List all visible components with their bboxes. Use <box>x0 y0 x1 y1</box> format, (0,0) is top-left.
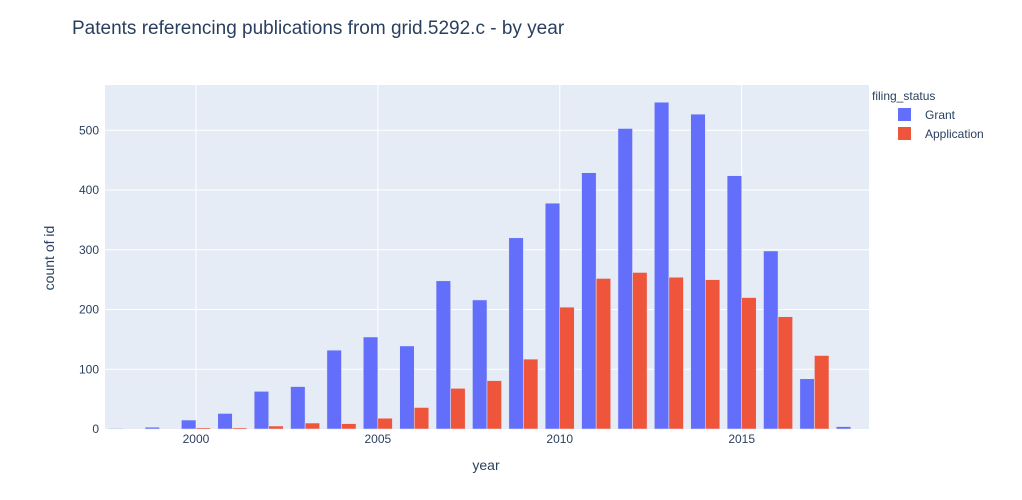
bar-application-2011 <box>595 278 611 430</box>
bar-grant-2009 <box>508 237 524 430</box>
y-tick-label: 400 <box>79 183 99 197</box>
x-tick-label: 2010 <box>546 432 573 446</box>
bar-application-2001 <box>232 427 248 430</box>
bar-application-2009 <box>523 358 539 430</box>
bar-application-2003 <box>304 422 320 430</box>
y-tick-label: 100 <box>79 362 99 376</box>
x-tick-label: 2015 <box>728 432 755 446</box>
y-tick-label: 300 <box>79 243 99 257</box>
bar-application-2005 <box>377 417 393 430</box>
bar-application-2007 <box>450 388 466 430</box>
bar-grant-2007 <box>435 280 451 430</box>
bar-grant-2011 <box>581 172 597 430</box>
bar-application-2010 <box>559 306 575 430</box>
bar-application-2006 <box>413 407 430 430</box>
bar-grant-2001 <box>217 413 233 430</box>
x-tick-labels: 2000 2005 2010 2015 <box>183 432 756 446</box>
bar-application-2000 <box>195 427 211 430</box>
bar-application-2013 <box>668 277 684 430</box>
bar-grant-2004 <box>326 349 342 430</box>
bar-application-2002 <box>268 425 284 430</box>
bar-application-2017 <box>814 355 830 430</box>
bar-application-2004 <box>341 423 357 430</box>
bar-grant-2002 <box>253 391 269 430</box>
legend: filing_status Grant Application <box>872 89 984 141</box>
bar-application-2015 <box>741 297 757 430</box>
bar-application-2008 <box>486 380 502 430</box>
y-tick-label: 500 <box>79 123 99 137</box>
x-tick-label: 2000 <box>183 432 210 446</box>
bar-application-2014 <box>705 279 721 430</box>
legend-title: filing_status <box>872 89 935 103</box>
bar-grant-2016 <box>763 250 779 430</box>
x-tick-label: 2005 <box>365 432 392 446</box>
bar-grant-2013 <box>654 101 670 430</box>
bar-grant-2005 <box>363 336 379 430</box>
legend-label-application: Application <box>925 127 984 141</box>
legend-swatch-application <box>898 127 911 140</box>
legend-swatch-grant <box>898 108 911 121</box>
bar-grant-1999 <box>144 426 160 430</box>
bar-application-2012 <box>632 272 648 430</box>
bar-grant-1998 <box>108 428 124 430</box>
bar-grant-2012 <box>617 128 633 430</box>
bar-grant-2000 <box>181 419 197 430</box>
bar-grant-2010 <box>544 202 561 430</box>
y-tick-label: 0 <box>92 422 99 436</box>
y-axis-title: count of id <box>41 226 57 291</box>
bar-grant-2017 <box>799 378 815 430</box>
bar-grant-2018 <box>836 426 852 430</box>
x-axis-title: year <box>472 457 500 473</box>
legend-label-grant: Grant <box>925 108 956 122</box>
bar-grant-2015 <box>726 175 742 430</box>
y-tick-labels: 0 100 200 300 400 500 <box>79 123 99 436</box>
y-tick-label: 200 <box>79 303 99 317</box>
bar-grant-2008 <box>472 299 488 430</box>
bar-application-2016 <box>777 316 793 430</box>
chart-title: Patents referencing publications from gr… <box>72 18 565 39</box>
bar-grant-2003 <box>290 386 306 430</box>
bar-grant-2014 <box>690 113 706 430</box>
bars <box>108 101 852 430</box>
bar-grant-2006 <box>399 345 415 430</box>
